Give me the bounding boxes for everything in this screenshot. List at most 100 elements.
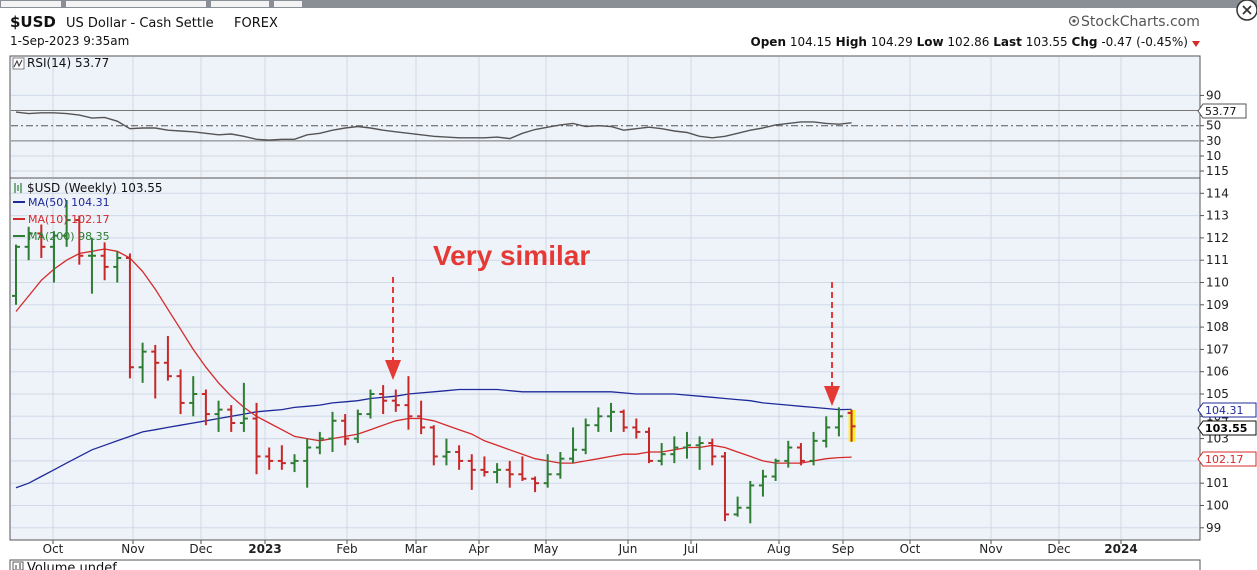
low-value: 102.86 (947, 35, 989, 49)
x-tick-label: Mar (405, 542, 428, 556)
ohlc-bar (303, 438, 312, 488)
ohlc-bar (328, 411, 337, 452)
ohlc-bar (505, 460, 514, 488)
y-tick-label: 100 (1206, 499, 1229, 513)
y-grid (11, 94, 1199, 529)
ohlc-bar (201, 389, 210, 426)
close-icon[interactable] (1236, 0, 1257, 21)
chg-value: -0.47 (-0.45%) (1101, 35, 1188, 49)
ohlc-bar (758, 469, 767, 497)
y-tick-label: 112 (1206, 231, 1229, 245)
last-label: Last (993, 35, 1022, 49)
ohlc-bar (37, 224, 46, 258)
svg-text:103.55: 103.55 (1205, 422, 1247, 435)
price-title: $USD (Weekly) 103.55 (27, 181, 163, 195)
x-tick-label: Oct (900, 542, 921, 556)
ohlc-bar (100, 242, 109, 281)
legend-ma200: MA(200) 98.35 (28, 230, 110, 243)
toolbar-tab[interactable] (1, 1, 61, 7)
svg-text:102.17: 102.17 (1205, 453, 1244, 466)
bars-layer (12, 199, 856, 524)
ohlc-bar (543, 454, 552, 488)
rsi-layer (15, 111, 852, 141)
annotation-text: Very similar (433, 240, 590, 271)
ohlc-bar (265, 447, 274, 470)
toolbar-tab[interactable] (66, 1, 206, 7)
ohlc-bar (733, 496, 742, 517)
ohlc-bar (695, 436, 704, 470)
ohlc-bar (796, 443, 805, 466)
ohlc-bar (277, 445, 286, 470)
window-strip (0, 0, 1257, 8)
ohlc-bar (62, 199, 71, 247)
x-tick-label: Nov (979, 542, 1002, 556)
ohlc-bar (645, 427, 653, 464)
symbol: $USD (10, 13, 56, 31)
annotation-arrow-left (385, 277, 401, 380)
ohlc-bar (771, 458, 780, 481)
ohlc-bar (379, 385, 388, 415)
toolbar-tab[interactable] (274, 1, 302, 7)
ohlc-bar (682, 431, 691, 459)
x-tick-label: Feb (336, 542, 357, 556)
toolbar-tab[interactable] (211, 1, 269, 7)
y-tick-label: 115 (1206, 164, 1229, 178)
ohlc-bar (822, 416, 831, 448)
y-tick-label: 106 (1206, 365, 1229, 379)
x-tick-label: Nov (121, 542, 144, 556)
price-panel (9, 177, 1201, 541)
ohlc-bar (290, 454, 299, 473)
volume-panel (9, 559, 1201, 570)
ohlc-bar (429, 425, 438, 466)
ohlc-bar (720, 451, 729, 522)
down-arrow-icon (1192, 41, 1200, 47)
ohlc-bar (657, 443, 666, 466)
x-tick-label: 2024 (1104, 542, 1137, 556)
y-tick-label: 105 (1206, 387, 1229, 401)
svg-text:53.77: 53.77 (1205, 105, 1237, 118)
svg-text:104.31: 104.31 (1205, 404, 1244, 417)
ohlc-bar (125, 253, 134, 379)
ohlc-bar (455, 445, 464, 470)
x-tick-label: May (534, 542, 559, 556)
y-tick-label: 109 (1206, 298, 1229, 312)
ohlc-bar (784, 440, 793, 468)
ohlc-bar (467, 454, 476, 490)
ohlc-bar (670, 436, 679, 464)
ohlc-bar (214, 400, 223, 432)
ohlc-bar (87, 237, 96, 294)
ohlc-bar (113, 251, 122, 283)
x-tick-label: Sep (832, 542, 855, 556)
y-tick-label: 111 (1206, 253, 1229, 267)
legend-ma10: MA(10) 102.17 (28, 213, 110, 226)
ohlc-bar (138, 342, 147, 383)
exchange: FOREX (234, 16, 278, 31)
ohlc-bar (619, 409, 628, 432)
ohlc-bar (366, 389, 375, 419)
ohlc-bar (353, 409, 362, 444)
ohlc-bar (163, 336, 172, 381)
bar-chart-icon (14, 183, 22, 193)
ma50-line (15, 388, 852, 489)
x-tick-label: Dec (1047, 542, 1070, 556)
x-tick-label: Aug (767, 542, 790, 556)
ohlc-bar (227, 405, 236, 432)
x-tick-label: Jul (683, 542, 698, 556)
ohlc-bar (607, 402, 616, 432)
rsi-tick-label: 30 (1206, 134, 1221, 148)
quote-line: Open 104.15 High 104.29 Low 102.86 Last … (751, 35, 1188, 49)
ma50-value-tag: 104.31 (1197, 402, 1257, 418)
ohlc-bar (341, 414, 350, 446)
ohlc-bar (518, 456, 527, 481)
rsi-line (15, 111, 852, 141)
ohlc-bar (417, 400, 426, 435)
rsi-value-tag: 53.77 (1197, 103, 1247, 119)
rsi-label: RSI(14) 53.77 (27, 56, 109, 70)
rsi-panel (9, 55, 1201, 179)
chg-label: Chg (1072, 35, 1098, 49)
ohlc-bar (746, 480, 755, 524)
ohlc-bar (556, 451, 565, 479)
volume-icon (12, 561, 24, 570)
y-tick-label: 99 (1206, 521, 1221, 535)
ohlc-bar (176, 369, 185, 415)
